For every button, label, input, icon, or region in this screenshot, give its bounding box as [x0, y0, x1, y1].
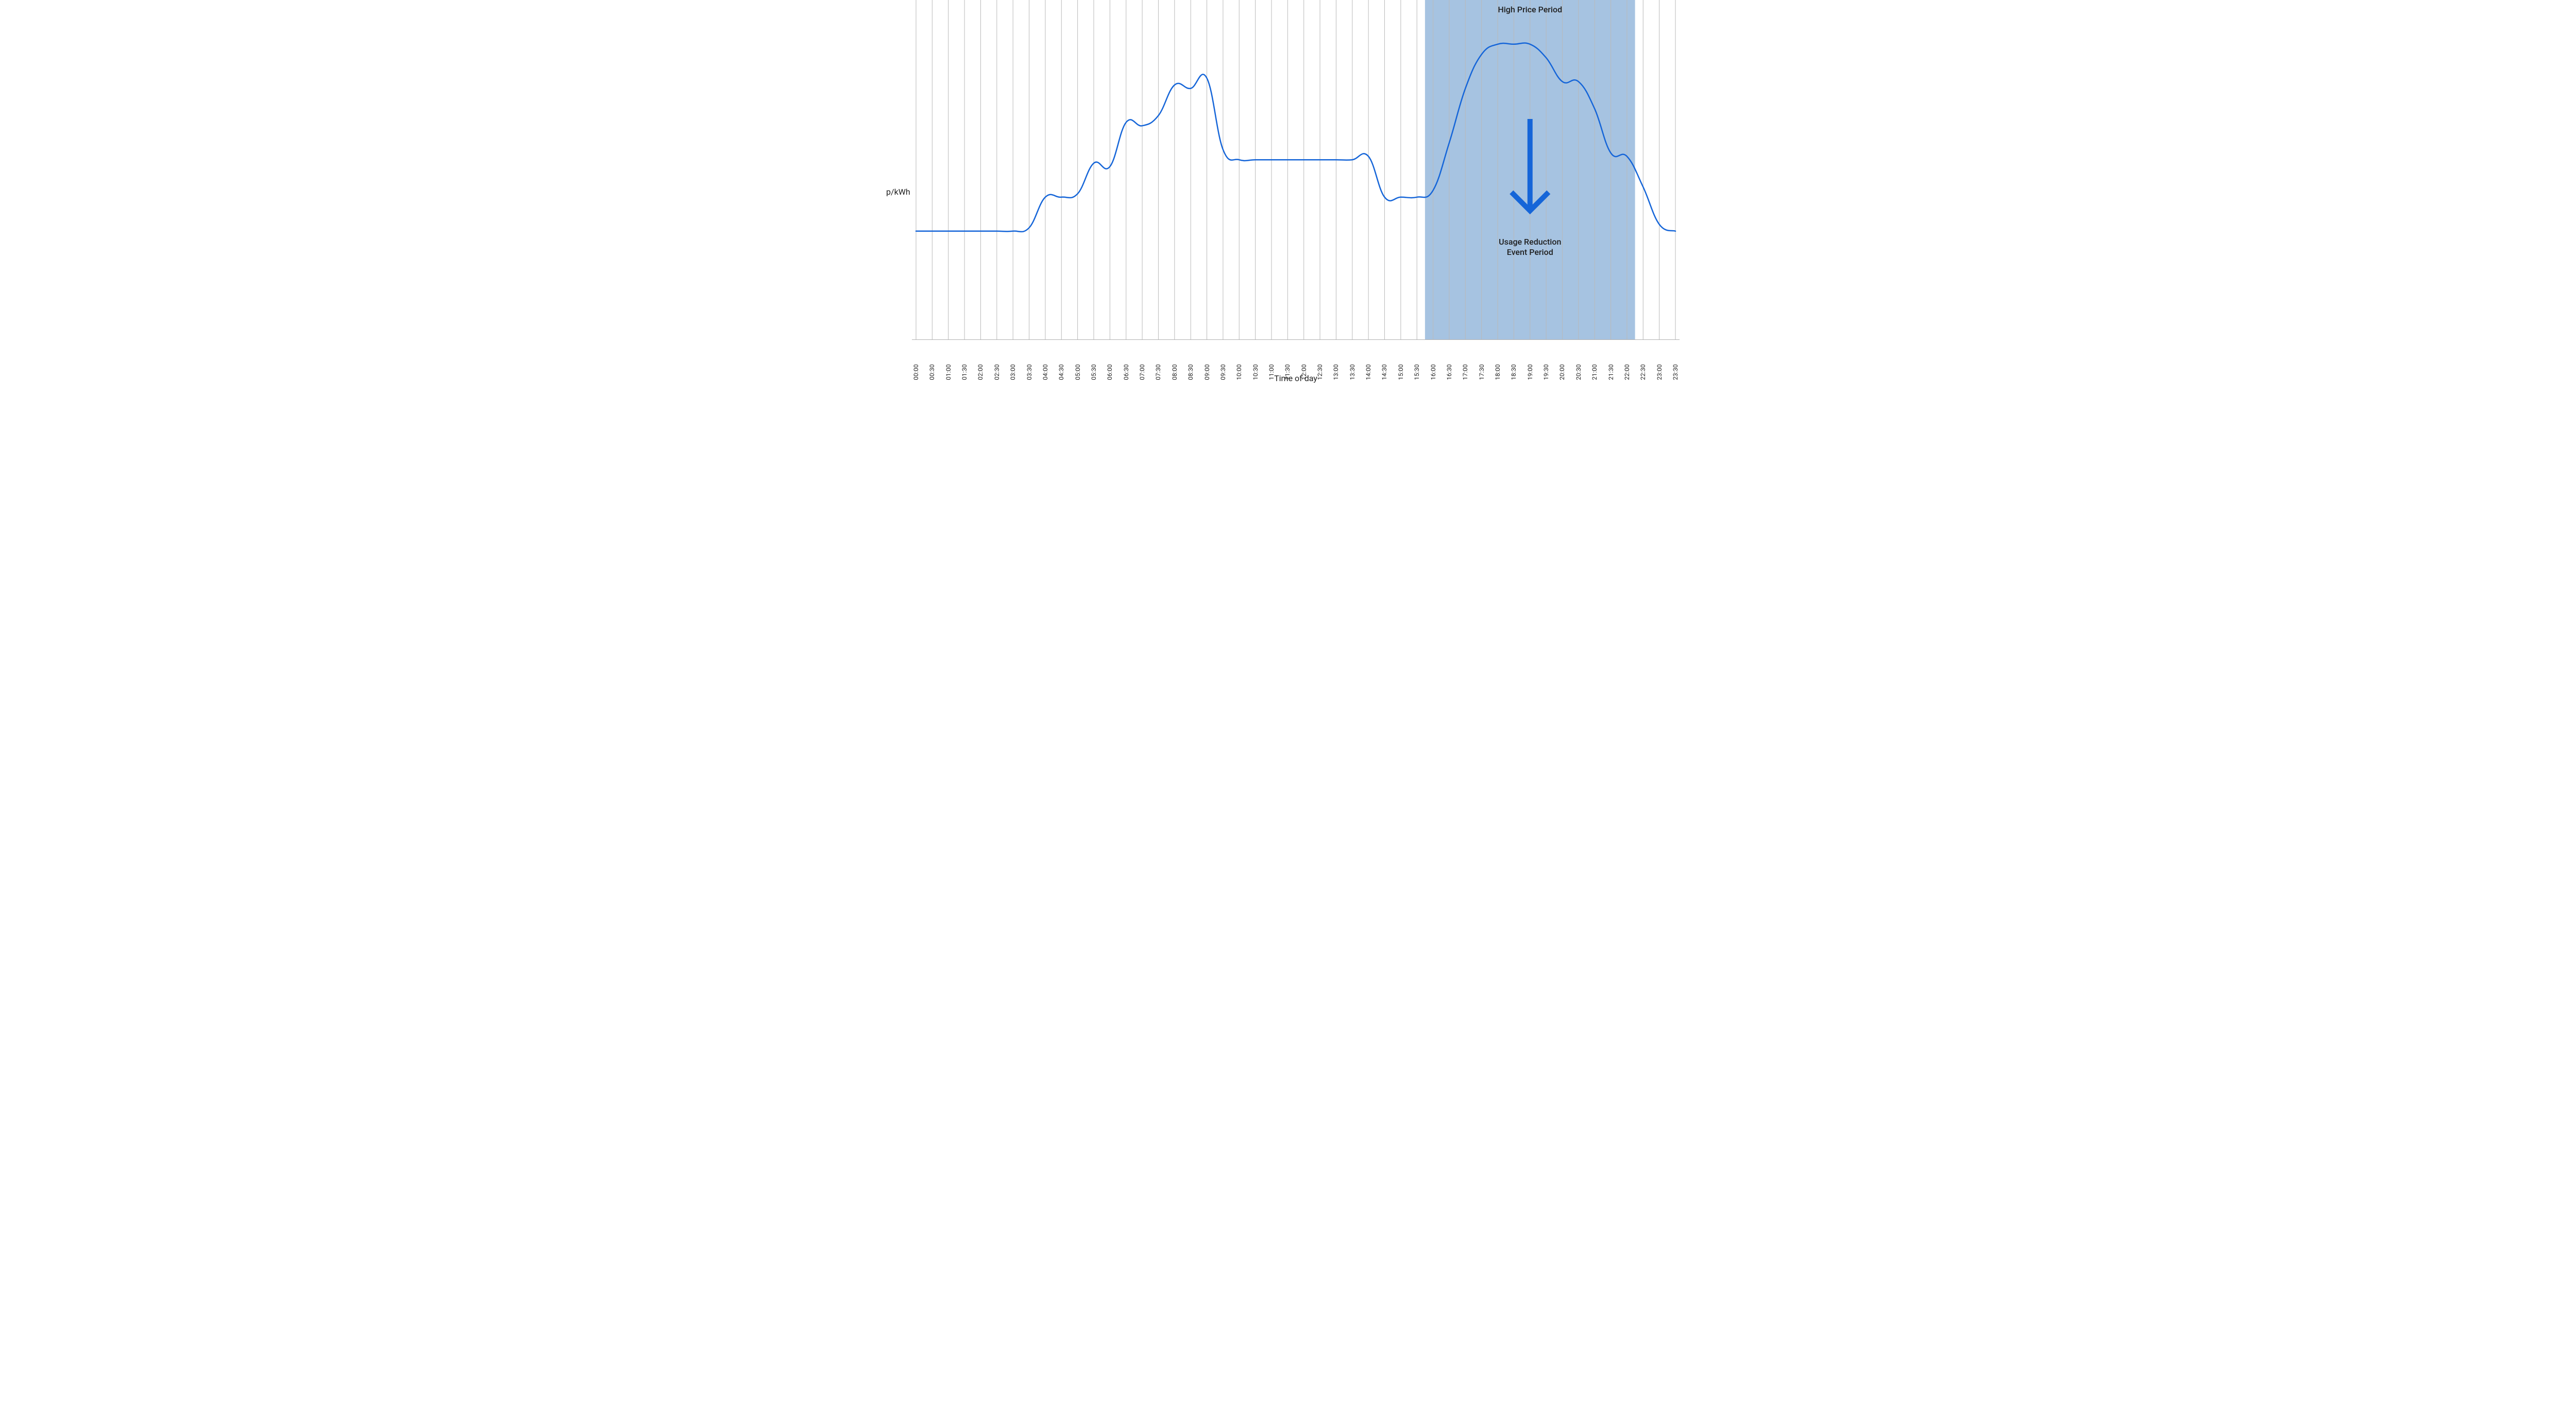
x-tick-labels: 00:0000:3001:0001:3002:0002:3003:0003:30… — [912, 342, 1680, 368]
usage-reduction-label-line1: Usage Reduction — [1499, 237, 1561, 247]
plot-area: High Price Period Usage Reduction Event … — [912, 0, 1680, 340]
chart-svg: High Price Period Usage Reduction Event … — [912, 0, 1680, 340]
price-chart: p/kWh High Price Period Usage Reduction … — [886, 0, 1690, 389]
y-axis-label: p/kWh — [886, 187, 910, 197]
high-price-label: High Price Period — [1498, 5, 1562, 14]
x-axis-label: Time of day — [912, 373, 1680, 383]
usage-reduction-label-line2: Event Period — [1507, 247, 1553, 257]
